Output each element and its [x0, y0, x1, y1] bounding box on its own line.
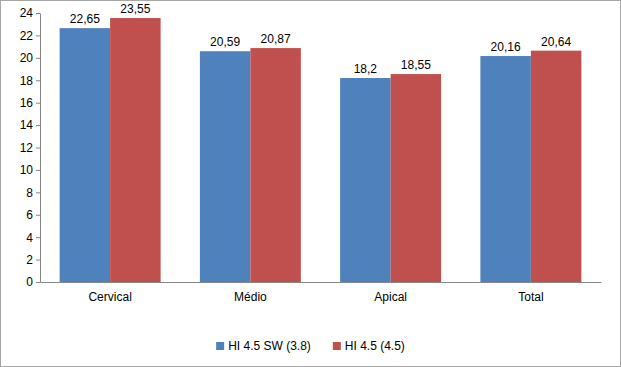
legend: HI 4.5 SW (3.8) HI 4.5 (4.5) — [216, 339, 405, 353]
x-tick-label: Médio — [234, 290, 267, 304]
y-tick-mark — [36, 170, 40, 171]
y-tick: 22 — [20, 29, 40, 43]
y-tick-mark — [36, 282, 40, 283]
y-tick-label: 8 — [26, 186, 33, 200]
bar — [200, 51, 250, 282]
bar — [531, 51, 581, 282]
data-label: 20,87 — [261, 32, 291, 46]
y-tick: 8 — [26, 186, 40, 200]
x-tick-label: Apical — [374, 290, 407, 304]
legend-swatch — [216, 342, 224, 350]
y-tick-mark — [36, 13, 40, 14]
bar — [340, 78, 390, 282]
x-tick: Cervical — [88, 282, 131, 304]
data-label: 22,65 — [70, 12, 100, 26]
y-tick-label: 16 — [20, 96, 34, 110]
y-tick-label: 12 — [20, 141, 34, 155]
y-tick-label: 4 — [26, 231, 33, 245]
plot: 22,65 20,59 18,2 20,16 23,55 20,87 18,55 20,64 0… — [20, 2, 602, 303]
legend-label: HI 4.5 (4.5) — [345, 339, 405, 353]
y-tick-label: 18 — [20, 74, 34, 88]
y-tick-label: 22 — [20, 29, 34, 43]
y-tick: 2 — [26, 253, 40, 267]
bar — [250, 48, 300, 282]
x-axis-line — [41, 282, 602, 283]
y-tick: 14 — [20, 118, 40, 132]
y-tick: 12 — [20, 141, 40, 155]
bar — [110, 18, 160, 282]
y-tick: 6 — [26, 208, 40, 222]
y-axis-line — [40, 14, 41, 283]
x-tick: Total — [518, 282, 543, 304]
y-tick-mark — [36, 58, 40, 59]
y-tick: 20 — [20, 51, 40, 65]
y-tick: 10 — [20, 163, 40, 177]
data-label: 23,55 — [120, 2, 150, 16]
y-tick-label: 0 — [26, 275, 33, 289]
legend-item: HI 4.5 SW (3.8) — [216, 339, 311, 353]
data-label: 18,55 — [401, 58, 431, 72]
y-tick-mark — [36, 125, 40, 126]
y-tick-mark — [36, 192, 40, 193]
x-axis: Cervical Médio Apical Total — [41, 282, 602, 304]
y-tick: 4 — [26, 231, 40, 245]
data-label: 18,2 — [354, 62, 378, 76]
y-tick-label: 6 — [26, 208, 33, 222]
bar — [60, 28, 110, 282]
bar — [391, 74, 441, 282]
y-tick-mark — [36, 215, 40, 216]
y-tick-mark — [36, 260, 40, 261]
x-tick: Apical — [374, 282, 407, 304]
y-tick-mark — [36, 80, 40, 81]
y-tick-label: 2 — [26, 253, 33, 267]
y-tick-mark — [36, 237, 40, 238]
y-tick: 16 — [20, 96, 40, 110]
x-tick-label: Cervical — [88, 290, 131, 304]
data-labels: 22,65 20,59 18,2 20,16 23,55 20,87 18,55 20,64 — [70, 2, 572, 76]
frame — [1, 1, 621, 367]
data-label: 20,16 — [491, 40, 521, 54]
y-tick-label: 10 — [20, 163, 34, 177]
y-tick-label: 14 — [20, 118, 34, 132]
y-tick-mark — [36, 148, 40, 149]
y-tick-label: 20 — [20, 51, 34, 65]
legend-label: HI 4.5 SW (3.8) — [228, 339, 311, 353]
bar — [480, 56, 530, 282]
y-tick-mark — [36, 103, 40, 104]
data-label: 20,59 — [210, 35, 240, 49]
y-tick-label: 24 — [20, 6, 34, 20]
y-tick: 0 — [26, 275, 40, 289]
chart: 22,65 20,59 18,2 20,16 23,55 20,87 18,55 20,64 0… — [0, 0, 621, 367]
legend-item: HI 4.5 (4.5) — [333, 339, 405, 353]
data-label: 20,64 — [541, 35, 571, 49]
y-tick-mark — [36, 35, 40, 36]
y-tick: 18 — [20, 74, 40, 88]
x-tick-label: Total — [518, 290, 543, 304]
x-tick: Médio — [234, 282, 267, 304]
y-axis: 024681012141618202224 — [20, 6, 41, 289]
bars — [60, 18, 582, 282]
legend-swatch — [333, 342, 341, 350]
y-tick: 24 — [20, 6, 40, 20]
